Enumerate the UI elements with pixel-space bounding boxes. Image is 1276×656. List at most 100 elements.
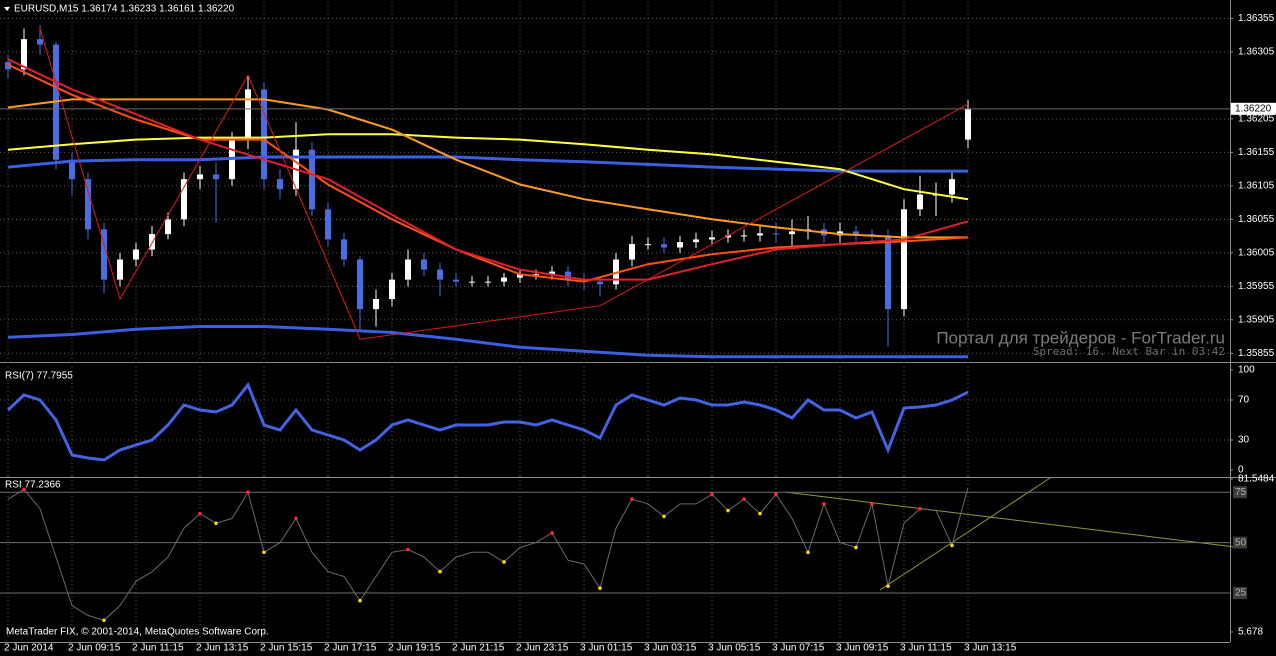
panel-title: RSI 77.2366 [5,480,61,491]
extreme-dot [406,547,410,552]
candle-body [261,89,267,180]
last-price-label: 1.36220 [1235,103,1272,114]
candle-body [85,179,91,230]
extreme-dot [438,569,442,574]
candle-body [853,231,859,235]
candle-body [709,237,715,240]
candle-body [277,179,283,190]
y-tick-label: 1.35855 [1238,348,1275,359]
candle-body [453,279,459,282]
x-tick-label: 3 Jun 13:15 [964,643,1017,654]
x-tick-label: 2 Jun 15:15 [260,643,313,654]
x-tick-label: 3 Jun 09:15 [836,643,889,654]
candle-body [485,281,491,283]
trend-line [784,491,1236,548]
trend-line [879,477,1051,591]
candle-body [325,209,331,240]
menu-arrow[interactable] [4,7,10,11]
candle-body [309,149,315,210]
candle-body [213,174,219,180]
y-tick-label: 1.36005 [1238,247,1275,258]
y-tick-label: 70 [1238,395,1250,406]
candle-body [341,239,347,260]
y-tick-label: 25 [1235,588,1247,599]
candle-body [37,39,43,45]
candle-body [693,239,699,243]
indicator-line [7,155,968,173]
y-tick-label: 1.36305 [1238,47,1275,58]
level-box [1233,587,1247,600]
extreme-dot [214,521,218,526]
candle-body [773,233,779,235]
candle-body [757,233,763,236]
y-tick-label: 75 [1235,487,1247,498]
candle-body [117,259,123,280]
last-price-box [1231,102,1276,115]
indicator-line [39,28,969,340]
x-tick-label: 3 Jun 05:15 [708,643,761,654]
candle-body [69,159,75,180]
candle-body [741,235,747,237]
candle-body [789,231,795,235]
extreme-dot [774,492,778,497]
x-tick-label: 2 Jun 23:15 [516,643,569,654]
extreme-dot [918,506,922,511]
candle-body [165,219,171,235]
extreme-dot [294,516,298,521]
candle-body [725,235,731,238]
candle-body [421,259,427,270]
extreme-dot [198,511,202,516]
candle-body [869,234,875,236]
candle-body [21,39,27,70]
indicator-line [6,382,969,462]
candle-body [437,269,443,280]
candle-body [181,179,187,220]
extreme-dot [870,502,874,506]
extreme-dot [806,550,810,555]
x-tick-label: 3 Jun 07:15 [772,643,825,654]
candle-body [501,277,507,282]
extreme-dot [950,543,954,548]
x-tick-label: 3 Jun 01:15 [580,643,633,654]
x-tick-label: 2 Jun 21:15 [452,643,505,654]
candle-body [677,242,683,248]
x-tick-label: 3 Jun 11:15 [900,643,952,654]
level-box [1233,486,1247,499]
extreme-dot [886,584,890,588]
copyright: MetaTrader FIX, © 2001-2014, MetaQuotes … [6,627,269,638]
y-tick-label: 1.36155 [1238,147,1275,158]
extreme-dot [550,531,554,535]
y-tick-label: 0 [1238,465,1244,476]
candle-body [101,229,107,280]
candle-body [133,249,139,260]
candle-body [629,244,635,260]
level-box [1233,536,1247,549]
y-tick-label: 100 [1238,365,1255,376]
panel-title: RSI(7) 77.7955 [5,371,73,382]
extreme-dot [726,508,730,513]
y-tick-label: 1.36205 [1238,114,1275,125]
candle-body [965,108,971,140]
indicator-line [7,58,969,281]
x-tick-label: 3 Jun 03:15 [644,643,697,654]
x-tick-label: 2 Jun 11:15 [132,643,184,654]
candle-body [949,179,955,195]
y-tick-label: 1.36055 [1238,214,1275,225]
status-text: Spread: 16. Next Bar in 03:42 [1033,345,1225,358]
chart-title: EURUSD,M15 1.36174 1.36233 1.36161 1.362… [14,4,235,15]
extreme-dot [598,586,602,590]
y-tick-label: 50 [1235,537,1247,548]
extreme-dot [102,618,106,623]
extreme-dot [758,511,762,516]
x-tick-label: 2 Jun 09:15 [68,643,121,654]
candle-body [389,279,395,300]
candle-body [197,174,203,180]
candle-body [149,234,155,250]
extreme-dot [710,492,714,497]
y-tick-label: 1.36355 [1238,13,1275,24]
candle-body [549,271,555,275]
candle-body [885,235,891,310]
extreme-dot [854,545,858,550]
y-tick-label: 1.35955 [1238,281,1275,292]
